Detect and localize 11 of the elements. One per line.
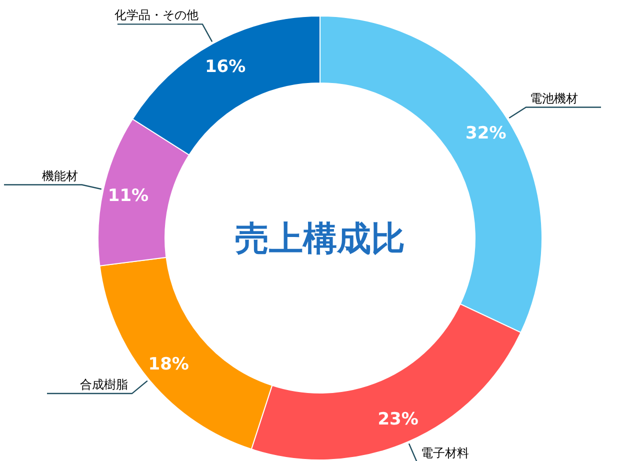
data-label: 18% (148, 354, 189, 374)
data-label: 16% (204, 56, 246, 77)
data-label: 23% (378, 409, 418, 430)
slice-label: 電池機材 (530, 91, 578, 106)
slice-label: 化学品・その他 (114, 8, 198, 22)
slice-label: 電子材料 (420, 446, 469, 460)
data-label: 11% (108, 186, 149, 206)
text: 売上構成比 (235, 219, 405, 259)
slice-label: 機能材 (42, 168, 78, 183)
slice-label: 合成樹脂 (80, 378, 128, 392)
data-label: 32% (466, 124, 506, 144)
